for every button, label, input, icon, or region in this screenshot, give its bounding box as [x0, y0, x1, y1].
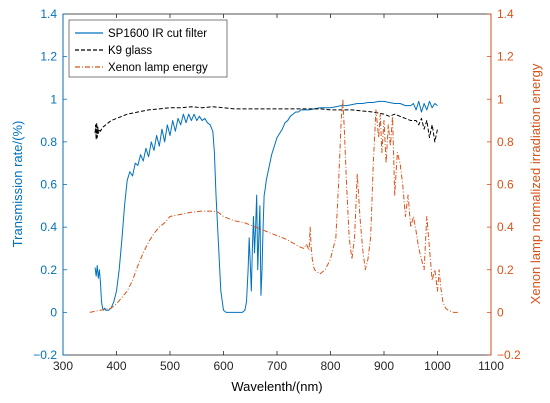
x-tick-label: 1000 [424, 359, 451, 373]
x-tick-label: 400 [106, 359, 126, 373]
right-y-tick-label: −0.2 [497, 348, 521, 362]
x-tick-label: 300 [53, 359, 73, 373]
x-tick-label: 800 [320, 359, 340, 373]
right-y-tick-label: 1.2 [497, 50, 514, 64]
x-tick-label: 600 [213, 359, 233, 373]
left-y-tick-label: 0.8 [40, 135, 57, 149]
series-layer [89, 98, 459, 313]
right-y-tick-label: 0.2 [497, 263, 514, 277]
x-tick-label: 500 [160, 359, 180, 373]
left-y-tick-label: 0.4 [40, 220, 57, 234]
right-y-axis-label: Xenon lamp normalized irradiation energy [528, 63, 543, 304]
legend-label-sp1600: SP1600 IR cut filter [108, 28, 207, 40]
right-y-axis: −0.2 0 0.2 0.4 0.6 0.8 1 1.2 1.4 [487, 7, 521, 362]
left-y-tick-label: 0.6 [40, 178, 57, 192]
x-axis-label: Wavelenth/(nm) [231, 379, 322, 394]
right-y-tick-label: 0.4 [497, 220, 514, 234]
right-y-tick-label: 0 [497, 305, 504, 319]
left-y-tick-label: −0.2 [33, 348, 57, 362]
x-tick-label: 900 [374, 359, 394, 373]
left-y-tick-label: 0 [50, 305, 57, 319]
right-y-tick-label: 0.6 [497, 178, 514, 192]
legend: SP1600 IR cut filter K9 glass Xenon lamp… [68, 19, 228, 78]
left-y-tick-label: 1.2 [40, 50, 57, 64]
x-axis: 300 400 500 600 700 800 900 1000 1100 [53, 14, 504, 373]
x-tick-label: 1100 [478, 359, 504, 373]
series-line-xenon [89, 98, 459, 313]
right-y-tick-label: 1.4 [497, 7, 514, 21]
left-y-tick-label: 0.2 [40, 263, 57, 277]
left-y-tick-label: 1 [50, 92, 57, 106]
series-line-sp1600 [94, 100, 438, 313]
right-y-tick-label: 1 [497, 92, 504, 106]
right-y-tick-label: 0.8 [497, 135, 514, 149]
series-line-k9 [94, 106, 438, 143]
legend-label-k9: K9 glass [108, 45, 152, 57]
left-y-tick-label: 1.4 [40, 7, 57, 21]
left-y-axis-label: Transmission rate/(%) [10, 121, 25, 248]
x-tick-label: 700 [267, 359, 287, 373]
left-y-axis: −0.2 0 0.2 0.4 0.6 0.8 1 1.2 1.4 [33, 7, 67, 362]
legend-label-xenon: Xenon lamp energy [108, 62, 208, 74]
